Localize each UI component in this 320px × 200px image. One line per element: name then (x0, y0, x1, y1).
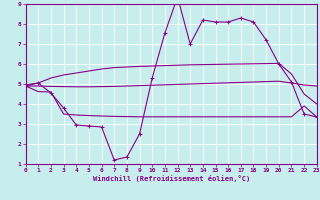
X-axis label: Windchill (Refroidissement éolien,°C): Windchill (Refroidissement éolien,°C) (92, 175, 250, 182)
